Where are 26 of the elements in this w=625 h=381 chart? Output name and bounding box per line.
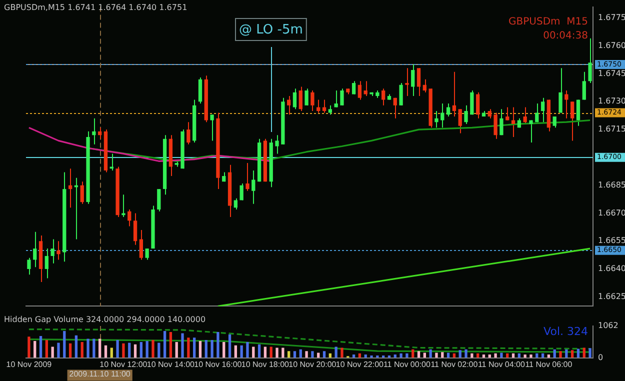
- x-tick-label: 11 Nov 00:00: [383, 360, 431, 369]
- x-tick-label: 10 Nov 22:00: [336, 360, 384, 369]
- x-tick-label: 10 Nov 20:00: [288, 360, 337, 369]
- chart-title: GBPUSDm,M15 1.6741 1.6764 1.6740 1.6751: [4, 3, 188, 12]
- annotation: Vol. 324: [544, 324, 588, 338]
- y-tick-label: 1.6655: [598, 236, 625, 246]
- y-tick-label: 1.6715: [598, 124, 625, 134]
- x-tick-label: 11 Nov 06:00: [525, 360, 573, 369]
- x-tick-label: 10 Nov 12:00: [100, 360, 148, 369]
- y-tick-label: 1.6745: [598, 68, 625, 78]
- x-tick-label: 10 Nov 2009: [6, 360, 52, 369]
- text: Hidden Gap Volume 324.0000 294.0000 140.0000: [4, 315, 206, 324]
- x-tick-label: 10 Nov 18:00: [241, 360, 290, 369]
- y-tick-label: 1062: [598, 321, 618, 330]
- annotation: GBPUSDm M15: [508, 16, 588, 28]
- y-tick-label: 1.6775: [598, 13, 625, 22]
- x-tick-label: 2009.11.10 11:00: [69, 369, 131, 378]
- x-tick-label: 10 Nov 16:00: [194, 360, 242, 369]
- annotation: 00:04:38: [543, 30, 588, 42]
- y-tick-label: 0: [598, 352, 604, 362]
- annotation: @ LO -5m: [239, 22, 303, 38]
- y-tick-label: 1.6625: [598, 292, 625, 301]
- x-tick-label: 11 Nov 04:00: [478, 360, 526, 369]
- x-tick-label: 11 Nov 02:00: [430, 360, 478, 369]
- y-tick-label: 1.6685: [598, 180, 625, 190]
- x-tick-label: 10 Nov 14:00: [146, 360, 196, 369]
